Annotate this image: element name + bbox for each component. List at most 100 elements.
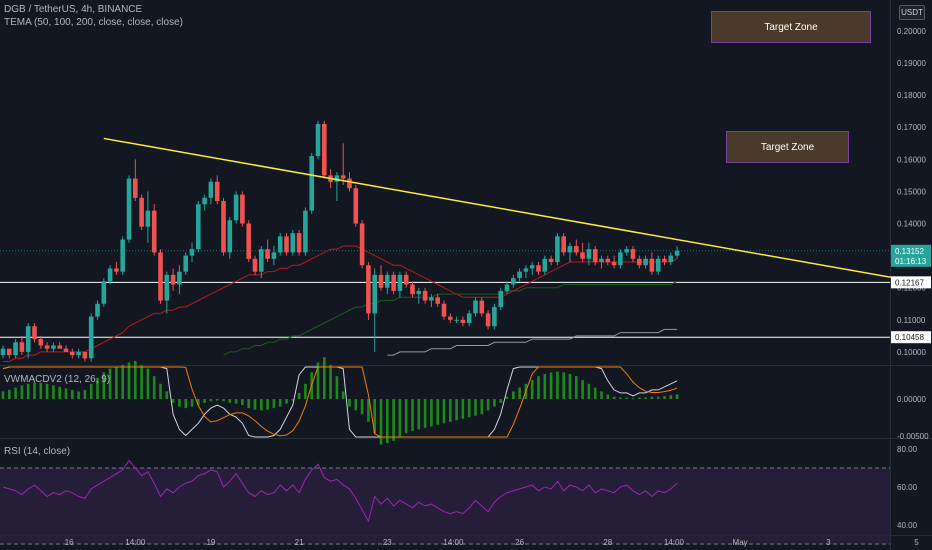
candle-body xyxy=(643,258,648,266)
candle-body xyxy=(19,342,25,352)
candle-body xyxy=(227,220,233,253)
time-tick: 26 xyxy=(515,538,524,547)
candle-body xyxy=(630,249,636,259)
candle-body xyxy=(599,258,604,263)
time-tick: 14:00 xyxy=(664,538,685,547)
candle-body xyxy=(567,245,573,253)
macd-histogram-bar xyxy=(165,391,169,399)
candle-body xyxy=(145,210,151,227)
macd-histogram-bar xyxy=(638,397,641,399)
macd-histogram-bar xyxy=(102,372,106,399)
macd-histogram-bar xyxy=(341,391,345,399)
macd-histogram-bar xyxy=(486,399,490,411)
time-tick: 19 xyxy=(206,538,215,547)
trendline xyxy=(103,137,923,284)
price-tick: 0.20000 xyxy=(897,27,926,36)
rsi-tick: 60.00 xyxy=(897,483,918,492)
candle-body xyxy=(561,236,566,253)
macd-histogram-bar xyxy=(644,397,647,399)
tema-slow-line xyxy=(387,328,678,356)
macd-histogram-bar xyxy=(39,383,43,399)
macd-histogram-bar xyxy=(606,394,610,399)
macd-histogram-bar xyxy=(253,399,257,410)
macd-histogram-bar xyxy=(20,385,24,399)
macd-histogram-bar xyxy=(423,399,427,428)
macd-histogram-bar xyxy=(209,399,213,402)
macd-histogram-bar xyxy=(619,397,622,399)
candle-body xyxy=(536,265,541,272)
macd-histogram-bar xyxy=(379,399,383,445)
candle-body xyxy=(391,274,396,291)
candle-body xyxy=(284,236,289,253)
macd-histogram-bar xyxy=(543,373,547,399)
candle-body xyxy=(353,188,359,224)
macd-histogram-bar xyxy=(373,399,376,434)
macd-histogram-bar xyxy=(329,364,332,399)
candle-body xyxy=(555,236,560,263)
macd-histogram-bar xyxy=(89,383,93,399)
candle-body xyxy=(126,178,132,240)
candle-body xyxy=(107,268,113,282)
candle-body xyxy=(0,348,6,356)
macd-title: VWMACDV2 (12, 26, 9) xyxy=(4,374,111,385)
target-zone-lower[interactable]: Target Zone xyxy=(726,131,849,163)
macd-histogram-bar xyxy=(8,389,11,399)
macd-histogram-bar xyxy=(134,361,137,399)
candle-body xyxy=(649,258,655,272)
time-tick: 14:00 xyxy=(125,538,146,547)
candle-body xyxy=(397,274,403,291)
macd-histogram-bar xyxy=(549,372,553,399)
macd-histogram-bar xyxy=(26,383,30,399)
candle-body xyxy=(359,223,365,266)
time-tick: May xyxy=(733,538,748,547)
candle-body xyxy=(347,178,352,189)
macd-histogram-bar xyxy=(600,391,603,399)
currency-badge[interactable]: USDT xyxy=(899,5,925,20)
candle-body xyxy=(202,197,207,205)
macd-histogram-bar xyxy=(171,399,175,403)
macd-histogram-bar xyxy=(650,396,654,399)
time-tick: 14:00 xyxy=(443,538,464,547)
macd-histogram-bar xyxy=(45,383,49,399)
macd-histogram-bar xyxy=(228,399,232,403)
candle-body xyxy=(542,258,548,272)
candle-body xyxy=(637,258,642,266)
candle-body xyxy=(611,262,617,266)
macd-histogram-bar xyxy=(467,399,471,418)
macd-histogram-bar xyxy=(247,399,250,409)
candle-body xyxy=(208,181,214,198)
target-zone-upper[interactable]: Target Zone xyxy=(711,11,871,43)
candle-body xyxy=(592,249,598,263)
macd-histogram-bar xyxy=(669,395,673,399)
macd-histogram-bar xyxy=(323,357,326,399)
candle-body xyxy=(429,297,434,301)
price-tick: 0.10000 xyxy=(897,348,926,357)
candle-body xyxy=(252,258,258,272)
current-price-label-bg xyxy=(891,244,931,267)
macd-histogram-bar xyxy=(575,376,578,399)
tema-legend: TEMA (50, 100, 200, close, close, close) xyxy=(4,17,183,28)
candle-body xyxy=(517,271,522,279)
macd-histogram-bar xyxy=(625,397,628,399)
rsi-title: RSI (14, close) xyxy=(4,446,71,457)
candle-body xyxy=(57,345,62,349)
price-tick: 0.11000 xyxy=(897,316,926,325)
macd-histogram-bar xyxy=(316,362,320,399)
macd-histogram-bar xyxy=(404,399,408,434)
macd-histogram-bar xyxy=(108,368,112,399)
candle-body xyxy=(164,274,170,301)
macd-histogram-bar xyxy=(493,399,496,407)
candle-body xyxy=(448,316,453,320)
time-tick: 21 xyxy=(295,538,304,547)
candle-body xyxy=(309,156,314,211)
macd-histogram-bar xyxy=(430,399,433,427)
candle-body xyxy=(410,284,415,295)
macd-histogram-bar xyxy=(562,372,565,399)
candle-body xyxy=(120,239,125,272)
candle-body xyxy=(372,274,377,314)
rsi-tick: 80.00 xyxy=(897,445,918,454)
macd-histogram-bar xyxy=(455,399,458,421)
macd-histogram-bar xyxy=(115,367,118,399)
candle-body xyxy=(366,265,371,314)
